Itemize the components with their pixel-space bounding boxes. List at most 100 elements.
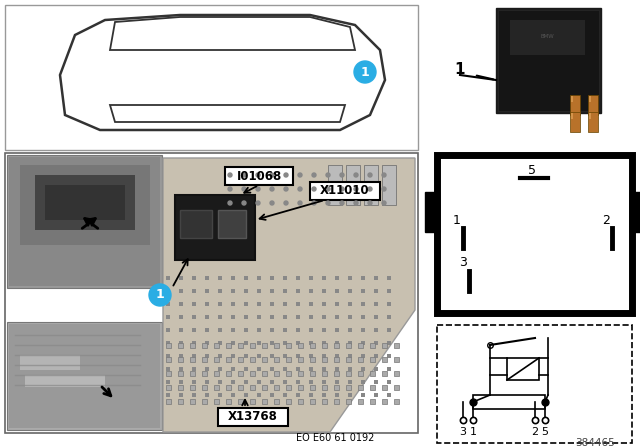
Bar [298,371,303,376]
Bar [298,385,303,390]
Text: 5: 5 [528,164,536,177]
Bar [348,315,352,319]
Bar [238,371,243,376]
Circle shape [312,187,316,191]
Bar [262,399,267,404]
Bar [387,315,391,319]
Bar [309,302,313,306]
Bar [322,328,326,332]
Bar [283,315,287,319]
Bar [244,315,248,319]
Bar [192,302,196,306]
Bar [588,112,598,132]
Bar [244,393,248,397]
Bar [205,315,209,319]
Bar [214,357,219,362]
Text: 1: 1 [360,65,369,78]
Circle shape [382,187,386,191]
Bar [244,328,248,332]
Circle shape [270,173,274,177]
Circle shape [284,187,288,191]
Bar [231,380,235,384]
Bar [214,399,219,404]
Bar [179,289,183,293]
Bar [286,371,291,376]
Bar [274,357,279,362]
Bar [257,367,261,371]
Circle shape [340,201,344,205]
Circle shape [242,201,246,205]
Circle shape [256,187,260,191]
Circle shape [382,173,386,177]
Bar [309,328,313,332]
Bar [225,167,293,185]
Circle shape [242,187,246,191]
Bar [322,367,326,371]
Bar [382,385,387,390]
Circle shape [284,201,288,205]
Bar [250,371,255,376]
Bar [498,10,599,111]
Bar [374,367,378,371]
Text: 5: 5 [541,427,548,437]
Bar [166,328,170,332]
Circle shape [284,173,288,177]
Bar [178,385,183,390]
Bar [283,367,287,371]
Circle shape [354,187,358,191]
Bar [5,153,418,433]
Bar [20,165,150,245]
Bar [387,289,391,293]
Bar [335,302,339,306]
Bar [205,393,209,397]
Bar [364,165,378,205]
Bar [218,408,288,426]
Bar [166,276,170,280]
Bar [231,276,235,280]
Bar [166,289,170,293]
Bar [298,399,303,404]
Bar [322,343,327,348]
Bar [179,341,183,345]
Bar [571,113,573,119]
Bar [9,324,160,428]
Bar [244,367,248,371]
Bar [202,357,207,362]
Bar [296,289,300,293]
Bar [218,341,222,345]
Bar [374,328,378,332]
Bar [335,367,339,371]
Bar [166,354,170,358]
Bar [335,393,339,397]
Bar [387,380,391,384]
Text: 2: 2 [602,214,610,227]
Bar [322,371,327,376]
Bar [309,380,313,384]
Bar [244,302,248,306]
Bar [218,276,222,280]
Circle shape [312,201,316,205]
Bar [370,357,375,362]
Bar [334,399,339,404]
Bar [7,322,162,430]
Bar [310,385,315,390]
Bar [510,20,585,55]
Bar [205,276,209,280]
Bar [244,276,248,280]
Bar [179,302,183,306]
Bar [270,380,274,384]
Bar [361,367,365,371]
Circle shape [149,284,171,306]
Bar [309,289,313,293]
Bar [179,393,183,397]
Circle shape [228,187,232,191]
Bar [205,289,209,293]
Bar [214,343,219,348]
Bar [387,367,391,371]
Bar [283,276,287,280]
Bar [190,385,195,390]
Bar [190,343,195,348]
Bar [322,341,326,345]
Bar [296,328,300,332]
Bar [178,371,183,376]
